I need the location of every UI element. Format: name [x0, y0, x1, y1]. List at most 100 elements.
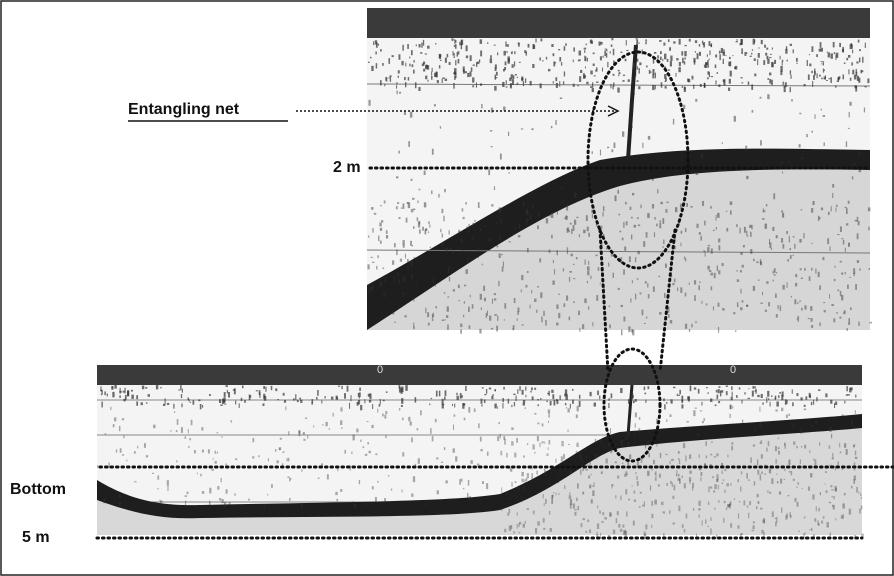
speckle: [583, 73, 585, 78]
speckle: [798, 482, 799, 485]
speckle: [776, 474, 777, 475]
speckle: [839, 443, 840, 448]
speckle: [411, 493, 413, 496]
speckle: [234, 388, 236, 394]
speckle: [696, 172, 698, 175]
speckle: [487, 452, 489, 456]
speckle: [615, 461, 617, 463]
speckle: [769, 57, 771, 58]
speckle: [447, 325, 449, 330]
speckle: [402, 490, 403, 493]
speckle: [474, 220, 476, 221]
speckle: [660, 453, 661, 458]
speckle: [655, 85, 656, 89]
speckle: [424, 171, 426, 175]
speckle: [570, 404, 571, 409]
speckle: [525, 395, 526, 398]
speckle: [512, 64, 514, 68]
speckle: [516, 395, 517, 401]
speckle: [776, 314, 778, 317]
speckle: [534, 452, 535, 454]
speckle: [403, 203, 405, 208]
speckle: [569, 271, 571, 273]
speckle: [801, 278, 803, 279]
speckle: [731, 397, 733, 401]
speckle: [303, 432, 305, 435]
speckle: [105, 433, 107, 434]
speckle: [700, 84, 702, 87]
speckle: [502, 82, 504, 87]
speckle: [837, 461, 838, 465]
speckle: [401, 61, 403, 65]
speckle: [467, 73, 469, 77]
speckle: [482, 387, 484, 388]
speckle: [593, 64, 595, 66]
speckle: [781, 238, 783, 243]
speckle: [729, 57, 731, 59]
speckle: [551, 390, 553, 393]
speckle: [761, 530, 763, 534]
speckle: [375, 453, 377, 455]
speckle: [738, 513, 739, 518]
speckle: [590, 461, 591, 465]
speckle: [400, 259, 402, 262]
speckle: [576, 257, 578, 259]
speckle: [746, 305, 748, 306]
speckle: [582, 460, 584, 462]
speckle: [750, 56, 752, 57]
speckle: [617, 190, 618, 194]
speckle: [134, 451, 136, 453]
speckle: [816, 506, 817, 511]
speckle: [595, 255, 597, 256]
speckle: [487, 311, 488, 316]
speckle: [832, 453, 833, 459]
speckle: [517, 83, 519, 85]
speckle: [642, 310, 644, 316]
speckle: [855, 220, 857, 222]
speckle: [571, 254, 573, 257]
speckle: [867, 79, 869, 84]
speckle: [167, 480, 169, 486]
speckle: [572, 389, 574, 391]
speckle: [741, 300, 743, 302]
speckle: [552, 281, 554, 285]
speckle: [851, 420, 853, 425]
speckle: [470, 55, 472, 61]
speckle: [743, 245, 745, 247]
speckle: [301, 469, 302, 471]
speckle: [534, 388, 536, 390]
speckle: [628, 79, 630, 82]
speckle: [668, 69, 670, 70]
speckle: [659, 474, 661, 478]
speckle: [847, 394, 849, 395]
speckle: [663, 43, 665, 46]
speckle: [840, 226, 842, 232]
speckle: [574, 509, 576, 510]
speckle: [784, 479, 785, 480]
speckle: [512, 328, 514, 330]
speckle: [772, 62, 774, 67]
speckle: [673, 522, 675, 524]
speckle: [515, 481, 517, 483]
speckle: [613, 530, 615, 534]
speckle: [644, 501, 645, 506]
speckle: [289, 498, 290, 501]
speckle: [120, 448, 122, 453]
speckle: [497, 316, 498, 321]
speckle: [569, 492, 570, 494]
speckle: [854, 475, 856, 480]
speckle: [587, 271, 589, 275]
speckle: [618, 70, 620, 72]
speckle: [352, 435, 354, 441]
speckle: [757, 459, 758, 465]
speckle: [113, 424, 115, 427]
speckle: [704, 250, 705, 252]
speckle: [566, 295, 568, 300]
speckle: [585, 531, 587, 533]
speckle: [648, 294, 650, 298]
speckle: [693, 508, 694, 511]
speckle: [604, 517, 606, 519]
speckle: [592, 322, 593, 326]
speckle: [529, 215, 531, 220]
speckle: [682, 58, 684, 63]
